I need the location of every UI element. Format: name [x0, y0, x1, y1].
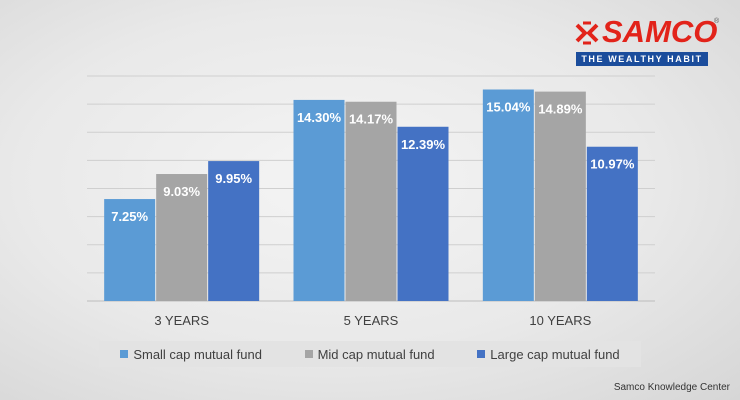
data-label-large-1: 12.39% [401, 137, 446, 152]
samco-logo: SAMCO ® THE WEALTHY HABIT [574, 14, 724, 70]
legend-swatch-mid-cap [304, 350, 313, 358]
legend-item-large-cap: Large cap mutual fund [477, 346, 620, 362]
logo-wordmark: SAMCO [602, 14, 718, 49]
legend-item-small-cap: Small cap mutual fund [120, 347, 262, 362]
plot-area: 7.25% 9.03% 9.95% 3 YEARS 14.30% 14.17% 12.39%… [87, 75, 655, 328]
x-tick-label-1: 5 YEARS [344, 313, 399, 328]
legend-swatch-small-cap [120, 350, 129, 358]
bar-mid-2 [534, 91, 586, 301]
data-label-small-1: 14.30% [297, 110, 342, 125]
registered-mark: ® [714, 18, 720, 25]
data-label-large-2: 10.97% [590, 157, 635, 172]
bar-small-2 [482, 89, 534, 301]
legend-swatch-large-cap [477, 350, 486, 358]
bar-large-1 [397, 126, 449, 301]
x-tick-label-0: 3 YEARS [154, 313, 209, 328]
logo-tagline: THE WEALTHY HABIT [576, 52, 708, 66]
data-label-small-2: 15.04% [486, 100, 531, 115]
chart-legend: Small cap mutual fund Mid cap mutual fun… [99, 341, 641, 367]
bar-small-0 [104, 199, 156, 301]
legend-label-mid-cap: Mid cap mutual fund [317, 346, 435, 362]
legend-label-small-cap: Small cap mutual fund [133, 346, 262, 362]
data-label-mid-2: 14.89% [538, 102, 583, 117]
bar-mid-1 [345, 101, 397, 301]
bar-small-1 [293, 99, 345, 301]
bar-mid-0 [156, 174, 208, 301]
samco-logo-icon [575, 21, 599, 45]
data-label-mid-0: 9.03% [163, 184, 200, 199]
data-label-mid-1: 14.17% [349, 112, 394, 127]
x-tick-label-2: 10 YEARS [529, 313, 591, 328]
legend-label-large-cap: Large cap mutual fund [490, 346, 620, 362]
data-label-small-0: 7.25% [111, 209, 148, 224]
bar-large-0 [208, 161, 260, 301]
data-label-large-0: 9.95% [215, 171, 252, 186]
legend-item-mid-cap: Mid cap mutual fund [304, 346, 435, 362]
source-credit: Samco Knowledge Center [613, 382, 730, 393]
bar-large-2 [586, 146, 638, 301]
